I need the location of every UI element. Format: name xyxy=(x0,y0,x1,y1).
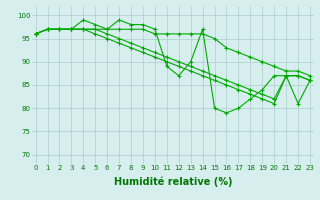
X-axis label: Humidité relative (%): Humidité relative (%) xyxy=(114,177,232,187)
